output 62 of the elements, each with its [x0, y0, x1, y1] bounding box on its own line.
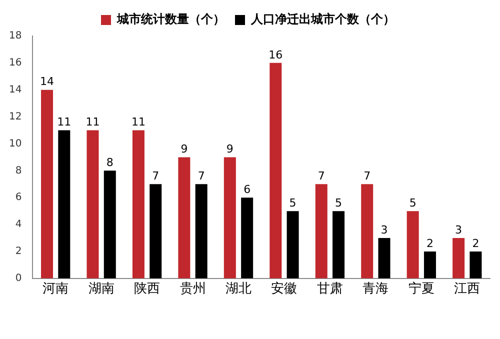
data-label: 7	[364, 169, 371, 182]
data-label: 9	[180, 142, 188, 156]
data-label: 2	[426, 236, 434, 250]
y-tick-label: 0	[15, 272, 22, 284]
legend-label: 城市统计数量（个）	[116, 12, 225, 26]
x-tick-label: 湖南	[88, 282, 114, 297]
bar	[270, 62, 282, 278]
data-label: 5	[335, 196, 342, 210]
bar	[406, 211, 419, 278]
x-tick-label: 湖北	[226, 282, 252, 297]
x-tick-label: 陕西	[134, 282, 160, 297]
bar	[86, 130, 99, 278]
bar	[132, 130, 144, 278]
bar	[424, 251, 436, 278]
bar	[150, 184, 162, 278]
data-label: 7	[318, 169, 325, 182]
data-label: 16	[268, 48, 283, 62]
data-label: 11	[57, 116, 72, 129]
data-label: 9	[226, 142, 234, 156]
x-tick-label: 河南	[42, 282, 69, 297]
data-label: 2	[472, 236, 480, 250]
legend-label: 人口净迁出城市个数（个）	[250, 12, 395, 26]
bar	[104, 170, 116, 278]
data-label: 14	[40, 75, 54, 88]
data-label: 5	[289, 196, 296, 210]
bar	[41, 90, 54, 278]
bar	[361, 184, 374, 278]
y-tick-label: 8	[15, 165, 22, 176]
data-label: 7	[198, 169, 205, 182]
data-label: 3	[455, 223, 462, 236]
x-tick-label: 甘肃	[316, 282, 343, 297]
x-tick-label: 安徽	[271, 280, 298, 297]
y-tick-label: 12	[8, 111, 22, 122]
bar	[332, 211, 345, 278]
bar	[178, 157, 190, 278]
data-label: 6	[244, 182, 251, 196]
y-tick-label: 10	[8, 138, 22, 150]
y-tick-label: 14	[8, 84, 22, 96]
data-label: 11	[131, 116, 146, 129]
bar	[241, 198, 254, 278]
data-label: 11	[86, 116, 100, 129]
y-tick-label: 2	[15, 246, 22, 258]
data-label: 3	[380, 223, 388, 236]
y-tick-label: 18	[8, 30, 22, 42]
y-tick-label: 6	[15, 192, 22, 204]
bar	[378, 238, 390, 278]
data-label: 5	[409, 196, 416, 210]
bar	[315, 184, 328, 278]
data-label: 7	[152, 169, 160, 182]
bar	[470, 251, 482, 278]
x-tick-label: 宁夏	[408, 280, 434, 297]
y-tick-label: 16	[8, 58, 22, 69]
x-tick-label: 青海	[362, 282, 389, 297]
bar	[452, 238, 465, 278]
x-tick-label: 贵州	[180, 282, 206, 297]
bar	[195, 184, 208, 278]
x-tick-label: 江西	[454, 282, 480, 297]
y-tick-label: 4	[15, 219, 22, 230]
bar	[286, 211, 299, 278]
bar	[58, 130, 70, 278]
bar	[224, 157, 236, 278]
data-label: 8	[106, 156, 114, 170]
